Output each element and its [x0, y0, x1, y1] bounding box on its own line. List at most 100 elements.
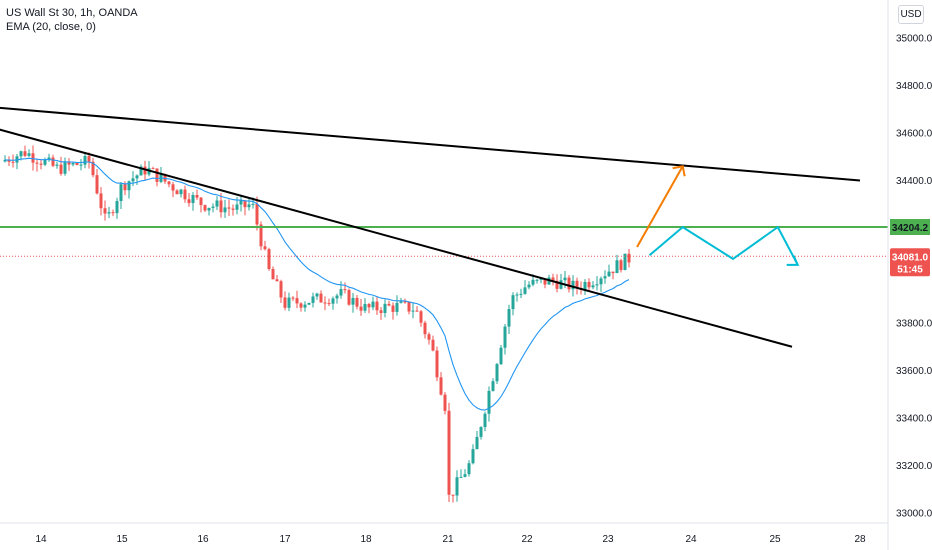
candle-body	[347, 290, 351, 305]
candle-body	[231, 208, 235, 210]
x-tick-label: 14	[35, 534, 47, 545]
candle-body	[427, 334, 431, 340]
candle-body	[179, 189, 183, 195]
candle-body	[199, 197, 203, 206]
candle-body	[291, 297, 295, 299]
candle-body	[511, 295, 515, 310]
candle-body	[559, 280, 563, 289]
chart-legend: US Wall St 30, 1h, OANDA EMA (20, close,…	[6, 6, 138, 34]
candle-body	[255, 203, 259, 225]
candle-body	[583, 281, 587, 290]
candle-body	[335, 295, 339, 299]
trendline	[0, 106, 861, 182]
candle-body	[107, 212, 111, 214]
x-tick-label: 23	[602, 534, 614, 545]
candle-body	[411, 310, 415, 312]
candle-body	[75, 162, 79, 165]
candle-body	[299, 303, 303, 308]
candle-body	[623, 253, 627, 271]
candle-body	[167, 181, 171, 185]
candle-body	[407, 301, 411, 312]
candle-body	[115, 201, 119, 214]
candle-body	[379, 310, 383, 314]
x-axis: 14 15 16 17 18 21 22 23 24 25 28	[35, 534, 866, 545]
candle-body	[571, 280, 575, 290]
candle-body	[387, 303, 391, 306]
candle-body	[11, 161, 15, 163]
y-tick-label: 33800.0	[896, 319, 932, 330]
candle-body	[591, 285, 595, 288]
candle-body	[403, 301, 407, 303]
level-badge-label: 34204.2	[892, 223, 929, 234]
candle-body	[355, 297, 359, 307]
candle-body	[539, 278, 543, 280]
y-tick-label: 34800.0	[896, 81, 932, 92]
y-tick-label: 33000.0	[896, 509, 932, 520]
candle-body	[183, 189, 187, 200]
drawings	[0, 106, 888, 348]
candle-body	[431, 339, 435, 351]
bullish-arrow-head	[672, 165, 686, 177]
candle-body	[611, 271, 615, 274]
candle-body	[527, 284, 531, 288]
y-tick-label: 33600.0	[896, 366, 932, 377]
x-tick-label: 16	[197, 534, 209, 545]
candle-body	[599, 278, 603, 285]
projection-zigzag	[648, 225, 799, 266]
candle-body	[475, 436, 479, 450]
trendline	[0, 128, 793, 348]
candle-body	[363, 304, 367, 311]
candle-body	[375, 301, 379, 311]
candle-body	[331, 298, 335, 304]
candle-body	[595, 284, 599, 286]
candle-body	[627, 253, 631, 263]
candle-body	[67, 161, 71, 165]
candle-body	[63, 161, 67, 174]
candle-body	[71, 162, 75, 165]
candle-body	[351, 297, 355, 305]
candle-body	[3, 159, 7, 162]
candle-body	[239, 200, 243, 205]
candle-body	[119, 184, 123, 202]
candle-body	[175, 190, 179, 195]
candle-body	[263, 246, 267, 250]
price-badges: 34204.2 34081.051:45	[890, 219, 930, 277]
candle-body	[435, 350, 439, 378]
candle-body	[383, 303, 387, 314]
candle-body	[143, 166, 147, 175]
candle-body	[219, 200, 223, 213]
candle-body	[187, 199, 191, 204]
candle-body	[439, 377, 443, 395]
candle-body	[551, 277, 555, 281]
candle-body	[487, 390, 491, 414]
candle-body	[223, 207, 227, 213]
candle-body	[19, 151, 23, 157]
candle-body	[267, 249, 271, 270]
candle-body	[503, 326, 507, 348]
candle-body	[227, 207, 231, 209]
candle-body	[59, 164, 63, 174]
candle-body	[91, 161, 95, 176]
candle-body	[307, 302, 311, 305]
candle-body	[275, 279, 279, 282]
candle-body	[471, 449, 475, 464]
candle-body	[151, 168, 155, 170]
candle-body	[415, 310, 419, 312]
candle-body	[619, 260, 623, 271]
x-tick-label: 28	[854, 534, 866, 545]
candle-body	[303, 304, 307, 308]
candle-body	[135, 175, 139, 179]
x-tick-label: 15	[116, 534, 128, 545]
candle-body	[131, 178, 135, 182]
candle-body	[191, 194, 195, 204]
candle-body	[79, 164, 83, 166]
candle-body	[327, 303, 331, 305]
level-badge	[890, 219, 930, 236]
candle-body	[515, 294, 519, 296]
x-tick-label: 21	[442, 534, 454, 545]
candle-body	[211, 206, 215, 208]
currency-button[interactable]: USD	[898, 5, 924, 24]
